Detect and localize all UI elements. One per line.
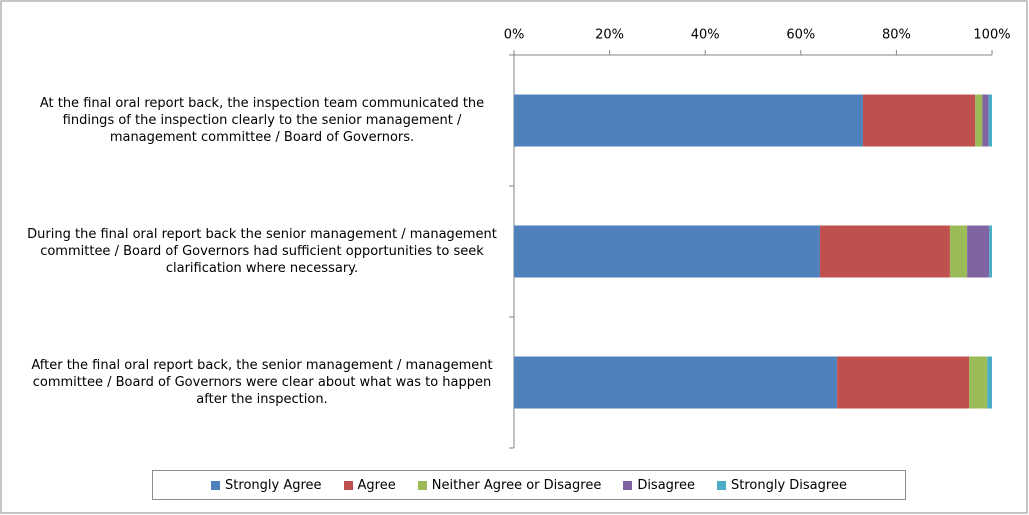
bar-segment: [514, 356, 838, 409]
legend-swatch: [716, 480, 726, 490]
legend-label: Strongly Agree: [225, 477, 322, 493]
legend-swatch: [417, 480, 427, 490]
bar-segment: [975, 94, 983, 147]
category-label: During the final oral report back the se…: [27, 227, 497, 276]
legend-item: Strongly Agree: [211, 478, 322, 493]
legend-swatch: [343, 480, 353, 490]
bar-segment: [862, 94, 976, 147]
bar-segment: [989, 225, 992, 278]
legend-label: Disagree: [637, 477, 695, 493]
bar-segment: [819, 225, 950, 278]
x-tick-label: 60%: [786, 28, 815, 43]
bar-segment: [837, 356, 970, 409]
bar-segment: [967, 225, 990, 278]
bar-segment: [514, 94, 863, 147]
legend-label: Strongly Disagree: [730, 477, 847, 493]
legend-swatch: [623, 480, 633, 490]
bar-segment: [988, 94, 992, 147]
legend-swatch: [211, 480, 221, 490]
bar-segment: [949, 225, 968, 278]
x-tick-label: 20%: [595, 28, 624, 43]
bar-segment: [987, 356, 992, 409]
legend-item: Strongly Disagree: [716, 477, 847, 493]
x-tick-label: 100%: [973, 28, 1010, 43]
legend: Strongly Agree Agree Neither Agree or Disa…: [152, 470, 906, 500]
category-label: At the final oral report back, the inspe…: [39, 96, 485, 145]
category-label: After the final oral report back, the se…: [31, 358, 493, 407]
legend-label: Neither Agree or Disagree: [431, 477, 602, 493]
x-tick-label: 40%: [691, 28, 720, 43]
legend-label: Agree: [357, 477, 396, 493]
x-tick-label: 80%: [882, 28, 911, 43]
legend-item: Agree: [343, 477, 396, 493]
legend-item: Neither Agree or Disagree: [417, 477, 602, 493]
bar-segment: [969, 356, 988, 409]
x-tick-label: 0%: [504, 28, 525, 43]
bar-segment: [514, 225, 820, 278]
bar-segment: [982, 94, 989, 147]
legend-item: Disagree: [623, 478, 695, 493]
